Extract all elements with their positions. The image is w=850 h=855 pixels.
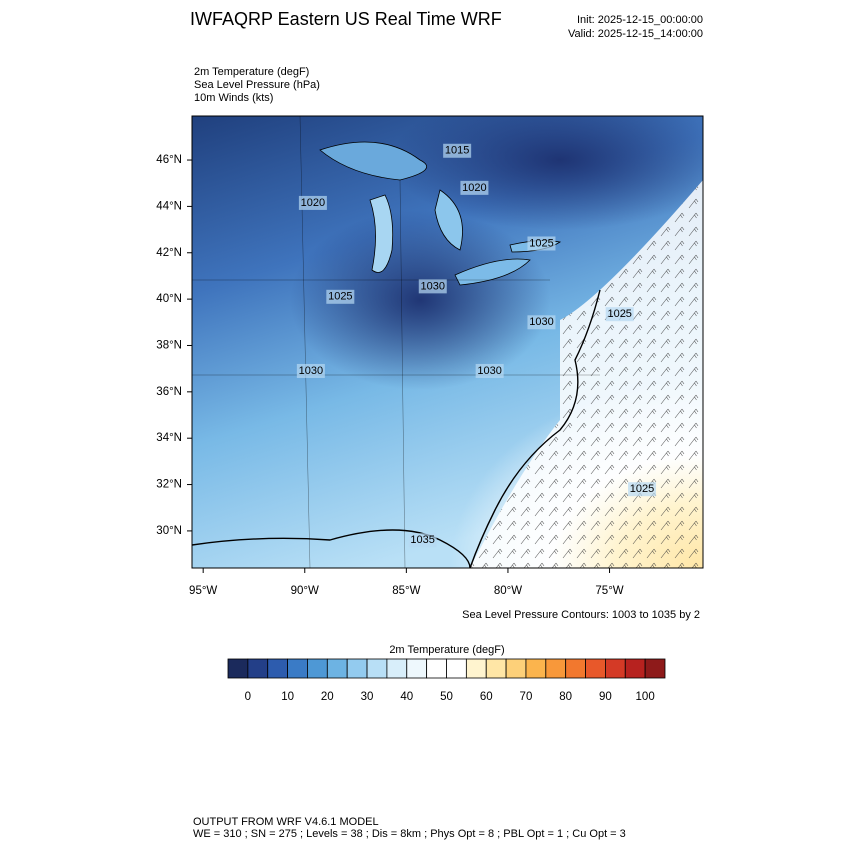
colorbar-box: [485, 658, 507, 679]
colorbar-box: [406, 658, 428, 679]
map-frame: [191, 115, 704, 569]
x-tick-label: 85°W: [392, 585, 420, 597]
contour-label: 1025: [607, 308, 631, 320]
y-tick-label: 40°N: [156, 293, 182, 305]
contour-label-box: [527, 315, 556, 330]
map-field: [192, 116, 703, 568]
contour-label-box: [408, 533, 437, 548]
colorbar-tick-label: 100: [636, 691, 655, 703]
contour-label: 1025: [630, 483, 654, 495]
colorbar-box: [426, 658, 447, 679]
x-tick-label: 80°W: [494, 585, 522, 597]
contour-label: 1035: [410, 534, 434, 546]
colorbar-box: [465, 658, 487, 679]
colorbar-tick-label: 10: [281, 691, 294, 703]
colorbar-box: [366, 658, 388, 679]
colorbar-tick-label: 30: [361, 691, 374, 703]
colorbar-box: [605, 658, 626, 679]
colorbar-box: [565, 658, 586, 679]
contour-label: 1015: [445, 145, 469, 157]
contour-label: 1025: [529, 237, 553, 249]
colorbar-box: [505, 658, 527, 679]
valid-time: Valid: 2025-12-15_14:00:00: [568, 28, 703, 40]
colorbar-tick-label: 80: [559, 691, 572, 703]
colorbar-title: 2m Temperature (degF): [389, 644, 504, 656]
footer-line: OUTPUT FROM WRF V4.6.1 MODEL: [193, 816, 379, 828]
y-tick-label: 32°N: [156, 479, 182, 491]
field-label: 10m Winds (kts): [194, 92, 273, 104]
contour-label-box: [527, 236, 556, 251]
colorbar-box: [326, 658, 348, 679]
colorbar-box: [346, 658, 368, 679]
colorbar-box: [585, 658, 606, 679]
y-tick-label: 42°N: [156, 247, 182, 259]
contour-label-box: [475, 363, 504, 378]
contour-label-box: [298, 195, 327, 210]
colorbar-box: [227, 658, 249, 679]
colorbar-tick-label: 50: [440, 691, 453, 703]
contour-label: 1030: [421, 280, 445, 292]
colorbar-box: [446, 658, 467, 679]
field-label: Sea Level Pressure (hPa): [194, 79, 320, 91]
field-label: 2m Temperature (degF): [194, 66, 309, 78]
colorbar-tick-label: 90: [599, 691, 612, 703]
contour-label-box: [418, 279, 447, 294]
title: IWFAQRP Eastern US Real Time WRF: [190, 9, 502, 29]
contour-label-box: [605, 307, 634, 322]
footer-line: WE = 310 ; SN = 275 ; Levels = 38 ; Dis …: [193, 828, 626, 840]
x-tick-label: 75°W: [595, 585, 623, 597]
colorbar-box: [247, 658, 269, 679]
colorbar-tick-label: 20: [321, 691, 334, 703]
contour-label-box: [443, 143, 472, 158]
colorbar-tick-label: 40: [400, 691, 413, 703]
colorbar-box: [624, 658, 646, 679]
contour-note: Sea Level Pressure Contours: 1003 to 103…: [462, 609, 700, 621]
contour-label: 1030: [477, 365, 501, 377]
contour-label: 1025: [328, 291, 352, 303]
colorbar-box: [545, 658, 567, 679]
colorbar-box: [644, 658, 666, 679]
colorbar-box: [525, 658, 547, 679]
colorbar-tick-label: 60: [480, 691, 493, 703]
y-tick-label: 36°N: [156, 386, 182, 398]
x-tick-label: 95°W: [189, 585, 217, 597]
y-tick-label: 30°N: [156, 525, 182, 537]
contour-label: 1020: [462, 182, 486, 194]
init-time: Init: 2025-12-15_00:00:00: [577, 14, 703, 26]
contour-label-box: [296, 363, 325, 378]
x-tick-label: 90°W: [291, 585, 319, 597]
colorbar-box: [287, 658, 308, 679]
contour-label: 1020: [301, 197, 325, 209]
contour-label-box: [460, 180, 489, 195]
contour-label: 1030: [529, 316, 553, 328]
y-tick-label: 38°N: [156, 340, 182, 352]
y-tick-label: 34°N: [156, 432, 182, 444]
y-tick-label: 46°N: [156, 154, 182, 166]
contour-label-box: [326, 289, 355, 304]
colorbar-box: [307, 658, 328, 679]
colorbar-tick-label: 70: [520, 691, 533, 703]
y-tick-label: 44°N: [156, 200, 182, 212]
colorbar-box: [386, 658, 408, 679]
colorbar-box: [267, 658, 288, 679]
colorbar-tick-label: 0: [245, 691, 251, 703]
contour-label-box: [628, 482, 657, 497]
contour-label: 1030: [299, 365, 323, 377]
